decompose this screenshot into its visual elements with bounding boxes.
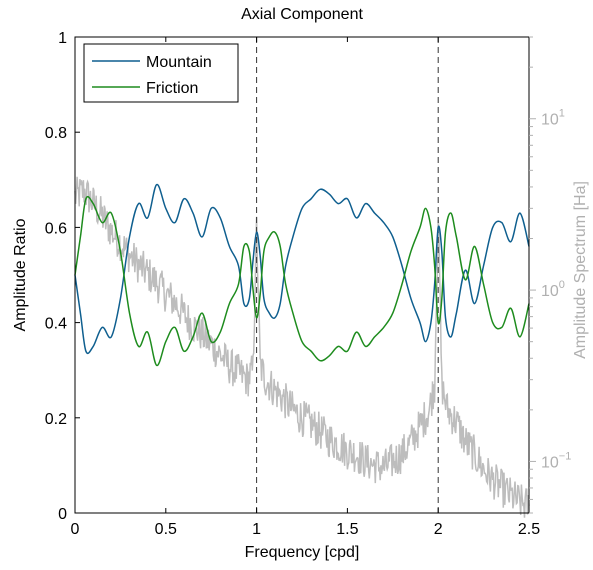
chart-title: Axial Component (241, 6, 363, 23)
y-tick-label: 0.8 (45, 125, 67, 142)
y2-tick-label: 100 (541, 279, 565, 300)
y-tick-label: 0.6 (45, 220, 67, 237)
x-axis-label: Frequency [cpd] (245, 544, 360, 561)
plot-frame (74, 36, 530, 514)
y2-tick-label: 10−1 (541, 450, 571, 471)
x-axis: 0 0.5 1 1.5 2 2.5 (71, 37, 540, 538)
y-axis-right: 10−1 100 101 (529, 36, 571, 514)
series-layer (74, 183, 530, 367)
x-tick-label: 2 (434, 521, 443, 538)
y-tick-label: 0 (58, 506, 67, 523)
x-tick-label: 1.5 (336, 521, 358, 538)
legend: Mountain Friction (83, 43, 239, 103)
spectrum-line (74, 176, 530, 518)
legend-box (83, 43, 239, 103)
y-tick-label: 1 (58, 30, 67, 47)
spectrum-layer (74, 176, 530, 518)
series-line-mountain (74, 183, 530, 355)
legend-label-friction: Friction (146, 80, 198, 97)
y-tick-label: 0.4 (45, 316, 67, 333)
y-axis-label: Amplitude Ratio (12, 218, 29, 331)
y-tick-label: 0.2 (45, 411, 67, 428)
x-tick-label: 0 (71, 521, 80, 538)
x-tick-label: 2.5 (518, 521, 540, 538)
y2-axis-label: Amplitude Spectrum [Ha] (572, 181, 589, 359)
x-tick-label: 1 (252, 521, 261, 538)
series-line-friction (74, 195, 530, 367)
legend-label-mountain: Mountain (146, 54, 212, 71)
y2-tick-label: 101 (541, 108, 565, 129)
y-axis-left: 0 0.2 0.4 0.6 0.8 1 (45, 30, 80, 523)
x-tick-label: 0.5 (155, 521, 177, 538)
